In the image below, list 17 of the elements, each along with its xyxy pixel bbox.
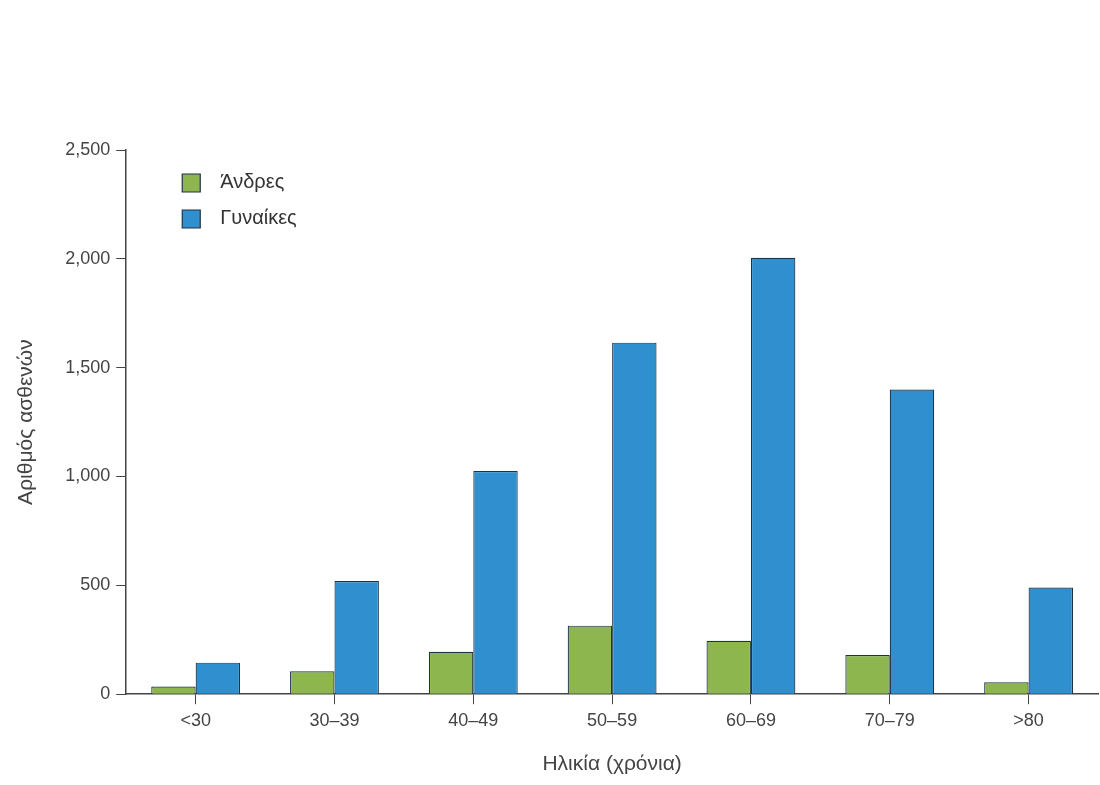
y-tick-label: 0 (100, 683, 111, 704)
x-tick-label: 30–39 (309, 709, 360, 730)
y-tick-label: 2,000 (65, 247, 111, 268)
y-axis-title: Αριθμός ασθενών (13, 339, 37, 505)
x-tick-label: 50–59 (587, 709, 638, 730)
y-tick-label: 500 (80, 574, 111, 595)
legend-label: Άνδρες (220, 169, 285, 192)
x-tick-label: <30 (180, 709, 211, 730)
x-tick-label: 70–79 (864, 709, 915, 730)
y-tick-label: 1,500 (65, 356, 111, 377)
x-tick-label: 40–49 (448, 709, 499, 730)
x-axis-title: Ηλικία (χρόνια) (542, 751, 682, 775)
legend-label: Γυναίκες (220, 205, 298, 228)
x-tick-label: >80 (1013, 709, 1044, 730)
y-tick-label: 1,000 (65, 465, 111, 486)
y-tick-label: 2,500 (65, 138, 111, 159)
x-tick-label: 60–69 (725, 709, 776, 730)
